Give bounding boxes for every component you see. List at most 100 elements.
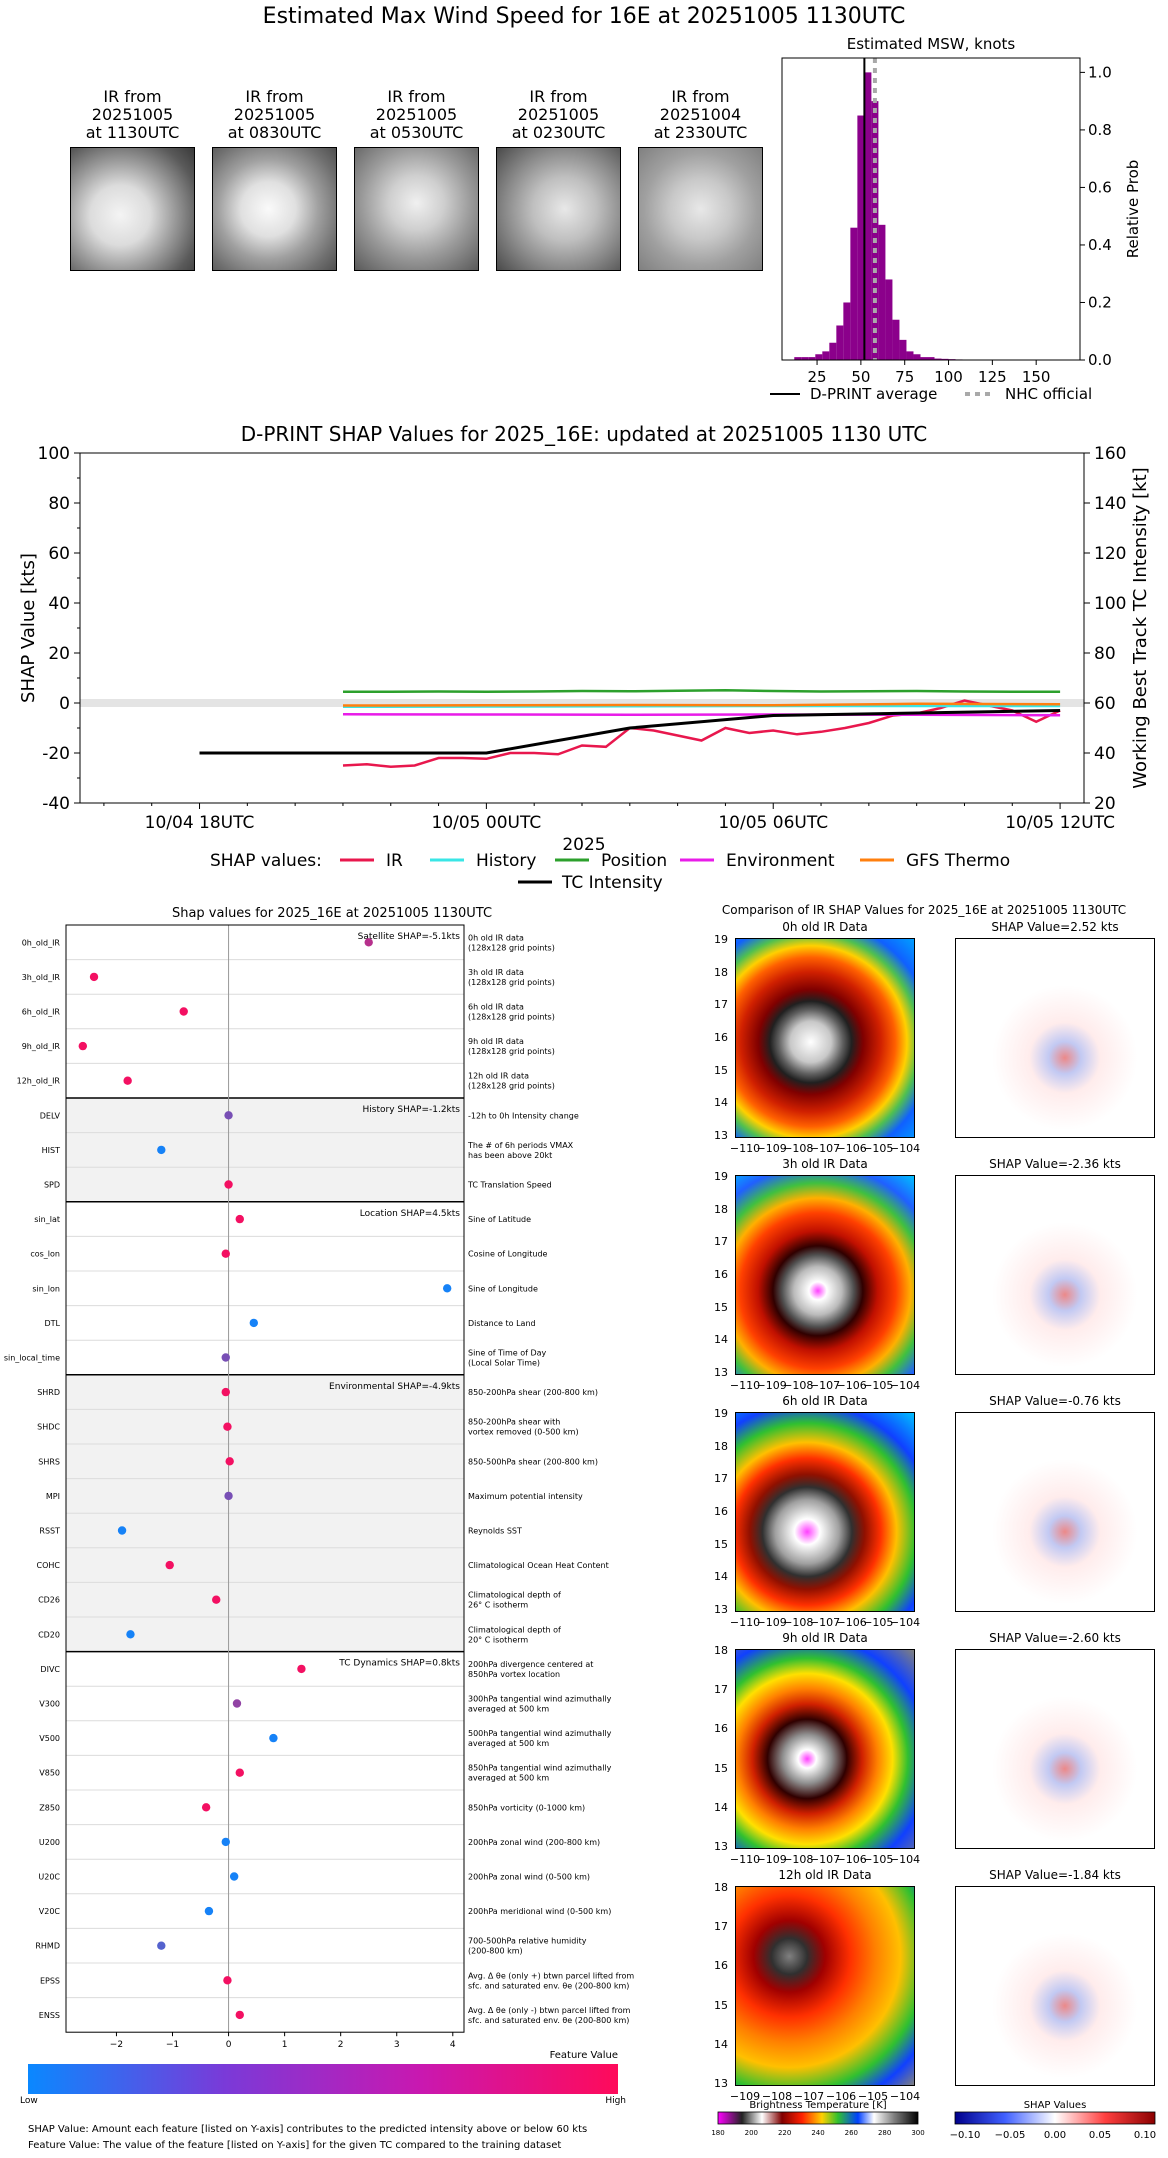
ir-panel-xtick: −107 — [793, 2090, 825, 2103]
histogram-ytick-label: 1.0 — [1088, 63, 1112, 81]
ir-panel-ytick: 14 — [714, 1570, 728, 1584]
ir-panel-ytick: 15 — [714, 1537, 728, 1551]
feature-desc: 200hPa divergence centered at — [468, 1660, 593, 1669]
histogram-bar — [801, 357, 809, 360]
histogram-bar — [920, 357, 928, 360]
feature-desc: Climatological Ocean Heat Content — [468, 1561, 609, 1570]
histogram-bar — [829, 342, 837, 360]
shap-point — [249, 1318, 258, 1328]
group-header: Environmental SHAP=-4.9kts — [329, 1382, 460, 1392]
ir-panel-xtick: −109 — [756, 1616, 787, 1629]
footnote-feature: Feature Value: The value of the feature … — [28, 2140, 562, 2151]
feature-name: cos_lon — [30, 1250, 60, 1259]
ir-panel-xtick: −110 — [729, 1142, 761, 1155]
group-shade — [66, 1098, 464, 1202]
feature-desc: (Local Solar Time) — [468, 1359, 540, 1368]
feature-desc: Sine of Time of Day — [468, 1349, 547, 1358]
ir-thumb-caption-line: 20251005 — [91, 105, 174, 124]
feature-desc: averaged at 500 km — [468, 1705, 549, 1714]
shap-point — [223, 1422, 232, 1431]
feature-name: V850 — [39, 1769, 60, 1778]
feature-name: V300 — [39, 1700, 60, 1709]
ir-panel-xtick: −107 — [809, 1616, 841, 1629]
feature-name: 9h_old_IR — [22, 1042, 61, 1051]
ts-y2tick-label: 100 — [1094, 594, 1126, 614]
bt-colorbar-tick: 240 — [811, 2129, 824, 2137]
ir-thumb-caption: IR from 20251005 at 0830UTC — [202, 88, 347, 142]
shap-point — [221, 1837, 230, 1847]
shap-point — [221, 1387, 230, 1397]
ts-ytick-label: -20 — [42, 744, 70, 764]
shap-point — [126, 1630, 135, 1639]
ts-ylabel: SHAP Value [kts] — [18, 553, 39, 703]
shap-point — [221, 1353, 230, 1362]
feature-name: CD20 — [38, 1630, 60, 1639]
ts-y2tick-label: 80 — [1094, 644, 1116, 664]
feature-name: DIVC — [40, 1665, 60, 1674]
histogram-ylabel: Relative Prob — [1124, 160, 1142, 259]
ts-xtick-label: 10/05 00UTC — [432, 813, 542, 833]
ir-panel-title: 0h old IR Data — [782, 920, 868, 934]
feature-desc: 500hPa tangential wind azimuthally — [468, 1729, 612, 1738]
feature-name: Z850 — [39, 1803, 60, 1812]
histogram-bar — [906, 351, 914, 360]
feature-desc: 200hPa zonal wind (200-800 km) — [468, 1838, 600, 1847]
beeswarm-xtick-label: −2 — [110, 2040, 123, 2050]
ir-panel-xtick: −107 — [809, 1142, 841, 1155]
shap-panel-image — [955, 938, 1155, 1138]
shap-point — [204, 1906, 214, 1916]
shap-point — [235, 1214, 244, 1224]
feature-name: COHC — [37, 1561, 61, 1570]
ir-panel-xtick: −108 — [783, 1853, 814, 1866]
shap-point — [157, 1941, 166, 1950]
shap-point — [232, 1699, 242, 1708]
feature-name: 0h_old_IR — [22, 938, 61, 947]
ir-thumb-caption: IR from 20251005 at 0230UTC — [486, 88, 631, 142]
ir-panel-xtick: −105 — [863, 1616, 894, 1629]
ir-panel-xtick: −109 — [756, 1142, 787, 1155]
ir-panel-ytick: 19 — [714, 933, 728, 946]
beeswarm-frame — [65, 924, 465, 2033]
ir-thumb-caption-line: IR from — [387, 87, 446, 106]
shap-point — [235, 2010, 244, 2020]
ir-panel-xtick: −108 — [783, 1142, 814, 1155]
ts-y2tick-label: 140 — [1094, 494, 1126, 514]
ir-thumb-caption-line: 20251004 — [659, 105, 742, 124]
ir-panel-xtick: −104 — [889, 1616, 921, 1629]
shap-colorbar-tick: −0.10 — [950, 2130, 981, 2141]
ir-panel-xtick: −104 — [889, 1142, 921, 1155]
page-title: Estimated Max Wind Speed for 16E at 2025… — [262, 4, 906, 29]
feature-desc: 700-500hPa relative humidity — [468, 1937, 587, 1946]
ir-panel-image — [735, 1886, 915, 2086]
bt-colorbar-tick: 220 — [778, 2129, 791, 2137]
ir-panel-xtick: −110 — [729, 1853, 761, 1866]
ir-panel-xtick: −105 — [863, 1379, 894, 1392]
ts-xlabel: 2025 — [562, 835, 605, 855]
bt-colorbar-tick: 260 — [845, 2129, 858, 2137]
ir-panel-xtick: −106 — [825, 2090, 857, 2103]
feature-name: ENSS — [39, 2011, 60, 2020]
ir-panel-image — [735, 1175, 915, 1375]
shap-point — [224, 1491, 233, 1501]
feature-desc: 850hPa vorticity (0-1000 km) — [468, 1803, 585, 1812]
beeswarm-xtick-label: 0 — [226, 2040, 232, 2050]
feature-name: V500 — [39, 1734, 60, 1743]
ir-panel-ytick: 18 — [714, 1881, 728, 1894]
ir-panel-ytick: 18 — [714, 1202, 728, 1216]
shap-point — [78, 1041, 88, 1051]
shap-point — [179, 1007, 188, 1016]
ir-panel-ytick: 15 — [714, 1761, 728, 1775]
ir-panel-xtick: −110 — [729, 1379, 761, 1392]
shap-point — [117, 1526, 127, 1535]
histogram-bar — [892, 319, 900, 360]
shap-panel-title: SHAP Value=-1.84 kts — [989, 1868, 1121, 1882]
feature-desc: 300hPa tangential wind azimuthally — [468, 1695, 612, 1704]
histogram-bar — [843, 302, 851, 360]
zero-band — [80, 699, 1084, 707]
histogram-bar — [899, 339, 907, 360]
ir-panel-title: 3h old IR Data — [782, 1157, 868, 1171]
histogram-xtick-label: 150 — [1022, 368, 1051, 386]
histogram-xtick-label: 25 — [808, 368, 827, 386]
feature-desc: 850-200hPa shear with — [468, 1418, 560, 1427]
feature-desc: 0h old IR data — [468, 933, 524, 942]
